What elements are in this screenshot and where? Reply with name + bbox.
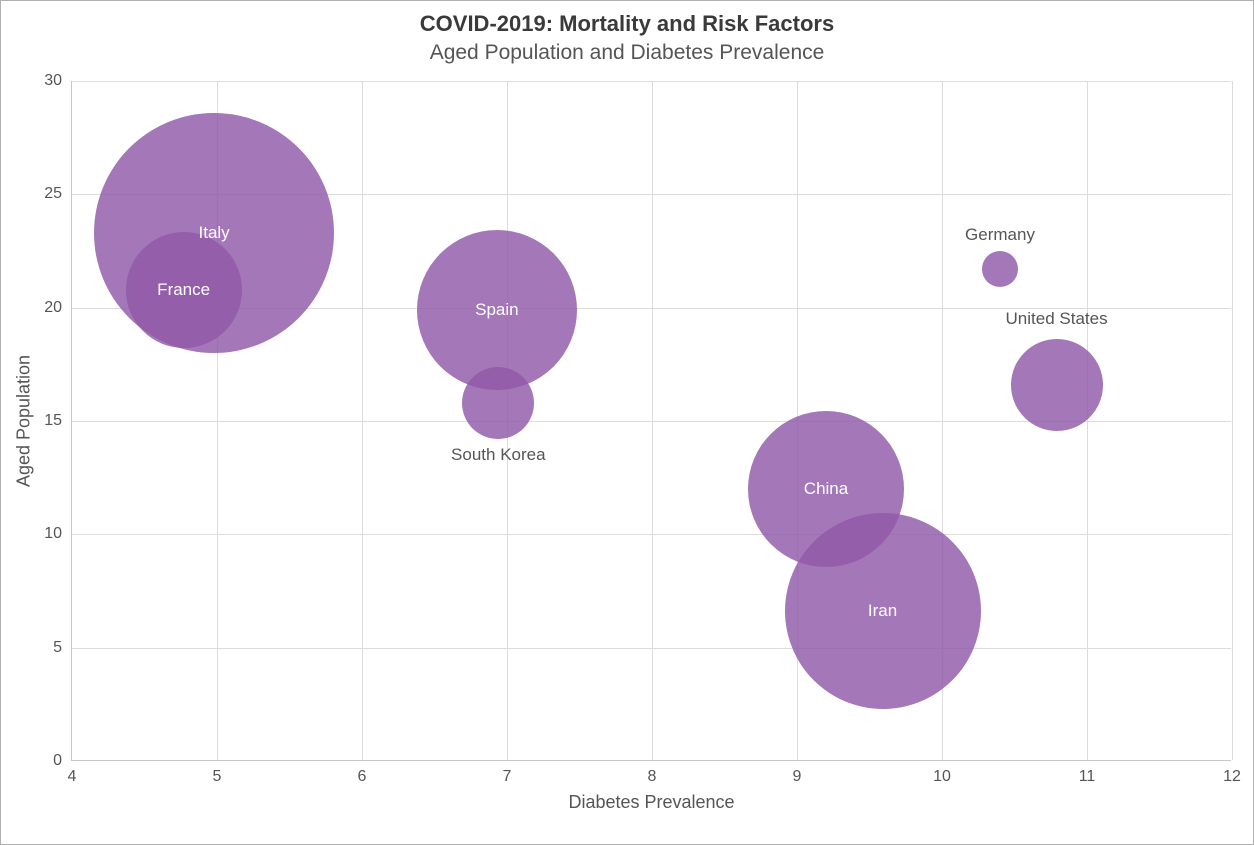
y-tick-label: 0 xyxy=(53,752,62,770)
bubble-united-states[interactable] xyxy=(1011,339,1103,431)
y-axis-label: Aged Population xyxy=(14,354,35,486)
bubble-label-united-states: United States xyxy=(1006,309,1108,329)
bubble-label-germany: Germany xyxy=(965,225,1035,245)
bubble-label-italy: Italy xyxy=(199,223,230,243)
y-tick-label: 10 xyxy=(44,525,62,543)
bubble-label-spain: Spain xyxy=(475,300,518,320)
y-tick-label: 30 xyxy=(44,72,62,90)
y-tick-label: 20 xyxy=(44,299,62,317)
y-tick-label: 5 xyxy=(53,639,62,657)
x-tick-label: 5 xyxy=(213,768,222,786)
grid-line-horizontal xyxy=(72,81,1231,82)
x-tick-label: 12 xyxy=(1223,768,1241,786)
x-tick-label: 11 xyxy=(1079,768,1096,786)
y-tick-label: 15 xyxy=(44,412,62,430)
bubble-label-iran: Iran xyxy=(868,601,897,621)
bubble-south-korea[interactable] xyxy=(462,367,534,439)
bubble-label-china: China xyxy=(804,479,848,499)
bubble-germany[interactable] xyxy=(982,251,1018,287)
chart-container: COVID-2019: Mortality and Risk Factors A… xyxy=(0,0,1254,845)
bubble-label-south-korea: South Korea xyxy=(451,445,546,465)
x-axis-label: Diabetes Prevalence xyxy=(568,792,734,813)
x-tick-label: 9 xyxy=(793,768,802,786)
grid-line-horizontal xyxy=(72,648,1231,649)
plot-area: Diabetes Prevalence Aged Population 4567… xyxy=(71,81,1231,761)
chart-title: COVID-2019: Mortality and Risk Factors xyxy=(1,11,1253,37)
x-tick-label: 6 xyxy=(358,768,367,786)
grid-line-horizontal xyxy=(72,534,1231,535)
x-tick-label: 10 xyxy=(933,768,951,786)
x-tick-label: 7 xyxy=(503,768,512,786)
bubble-label-france: France xyxy=(157,280,210,300)
x-tick-label: 4 xyxy=(68,768,77,786)
chart-subtitle: Aged Population and Diabetes Prevalence xyxy=(1,41,1253,65)
y-tick-label: 25 xyxy=(44,185,62,203)
grid-line-vertical xyxy=(1232,81,1233,760)
x-tick-label: 8 xyxy=(648,768,657,786)
